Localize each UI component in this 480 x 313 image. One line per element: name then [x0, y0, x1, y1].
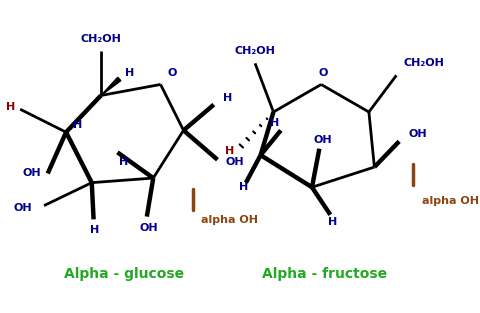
Text: OH: OH [23, 168, 41, 178]
Text: OH: OH [139, 223, 157, 233]
Text: O: O [168, 69, 177, 79]
Text: alpha OH: alpha OH [421, 196, 478, 206]
Text: H: H [124, 68, 134, 78]
Text: H: H [73, 120, 83, 130]
Text: CH₂OH: CH₂OH [80, 33, 121, 44]
Text: OH: OH [13, 203, 32, 213]
Text: H: H [224, 146, 233, 156]
Text: CH₂OH: CH₂OH [403, 58, 444, 68]
Text: H: H [90, 225, 99, 235]
Text: H: H [6, 102, 15, 112]
Text: OH: OH [313, 135, 332, 145]
Text: H: H [269, 118, 278, 128]
Text: alpha OH: alpha OH [201, 215, 257, 225]
Text: Alpha - glucose: Alpha - glucose [64, 267, 184, 281]
Text: H: H [238, 182, 247, 192]
Text: H: H [223, 93, 232, 103]
Polygon shape [101, 77, 120, 95]
Text: H: H [119, 156, 128, 167]
Text: O: O [318, 68, 327, 78]
Text: OH: OH [408, 129, 426, 139]
Text: OH: OH [225, 156, 244, 167]
Text: H: H [327, 217, 336, 227]
Text: CH₂OH: CH₂OH [234, 46, 275, 56]
Text: Alpha - fructose: Alpha - fructose [261, 267, 386, 281]
